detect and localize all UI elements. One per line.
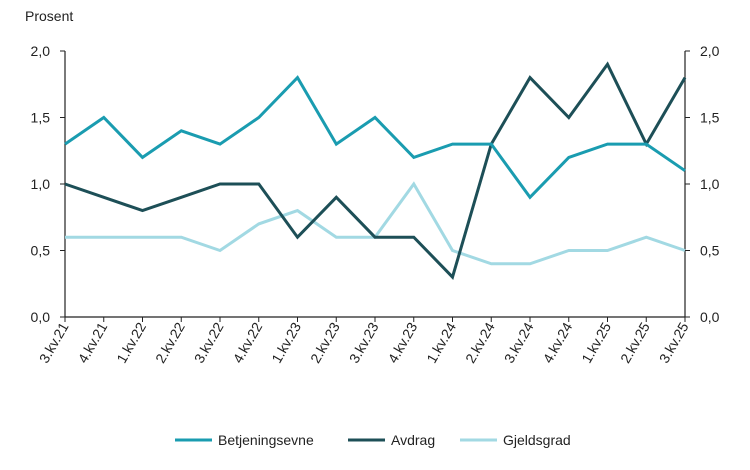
x-tick-label: 4.kv.22 xyxy=(229,319,265,365)
y-tick-label-right: 2,0 xyxy=(700,43,720,59)
x-tick-label: 1.kv.22 xyxy=(113,319,149,365)
series-line-betjeningsevne xyxy=(64,75,686,200)
legend-label-gjeldsgrad: Gjeldsgrad xyxy=(503,432,571,448)
y-tick-label-left: 0,0 xyxy=(31,309,51,325)
x-tick-label: 3.kv.21 xyxy=(36,319,72,365)
x-tick-label: 3.kv.23 xyxy=(346,319,382,365)
x-tick-label: 3.kv.22 xyxy=(191,319,227,365)
x-tick-label: 2.kv.25 xyxy=(617,319,653,365)
x-tick-label: 1.kv.23 xyxy=(268,319,304,365)
x-tick-label: 2.kv.22 xyxy=(152,319,188,365)
series-lines xyxy=(64,61,687,280)
x-tick-label: 4.kv.24 xyxy=(539,319,575,365)
y-tick-label-right: 0,0 xyxy=(700,309,720,325)
x-tick-label: 4.kv.23 xyxy=(384,319,420,365)
x-tick-label: 4.kv.21 xyxy=(74,319,110,365)
legend: Betjeningsevne Avdrag Gjeldsgrad xyxy=(175,432,571,448)
y-tick-label-left: 2,0 xyxy=(31,43,51,59)
x-tick-label: 2.kv.24 xyxy=(462,319,498,365)
series-line-avdrag xyxy=(64,61,687,280)
y-tick-label-right: 1,5 xyxy=(700,110,720,126)
x-tick-label: 1.kv.25 xyxy=(578,319,614,365)
series-line-gjeldsgrad xyxy=(65,181,686,266)
y-tick-label-left: 1,5 xyxy=(31,110,51,126)
x-tick-label: 3.kv.25 xyxy=(656,319,692,365)
legend-label-avdrag: Avdrag xyxy=(391,432,435,448)
x-tick-label: 2.kv.23 xyxy=(307,319,343,365)
axes: 0,0 0,00,5 0,51,0 1,01,5 1,52,0 2,03.kv.21 4.k… xyxy=(31,43,720,366)
y-tick-label-left: 1,0 xyxy=(31,176,51,192)
x-tick-label: 3.kv.24 xyxy=(501,319,537,365)
legend-label-betjeningsevne: Betjeningsevne xyxy=(218,432,314,448)
y-tick-label-left: 0,5 xyxy=(31,243,51,259)
x-tick-label: 1.kv.24 xyxy=(423,319,459,365)
y-tick-label-right: 1,0 xyxy=(700,176,720,192)
y-tick-label-right: 0,5 xyxy=(700,243,720,259)
y-axis-label: Prosent xyxy=(25,8,73,24)
